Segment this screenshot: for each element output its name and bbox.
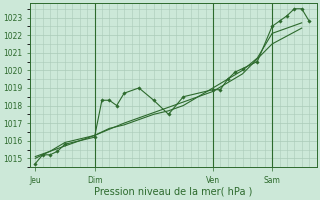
X-axis label: Pression niveau de la mer( hPa ): Pression niveau de la mer( hPa ) — [94, 187, 252, 197]
